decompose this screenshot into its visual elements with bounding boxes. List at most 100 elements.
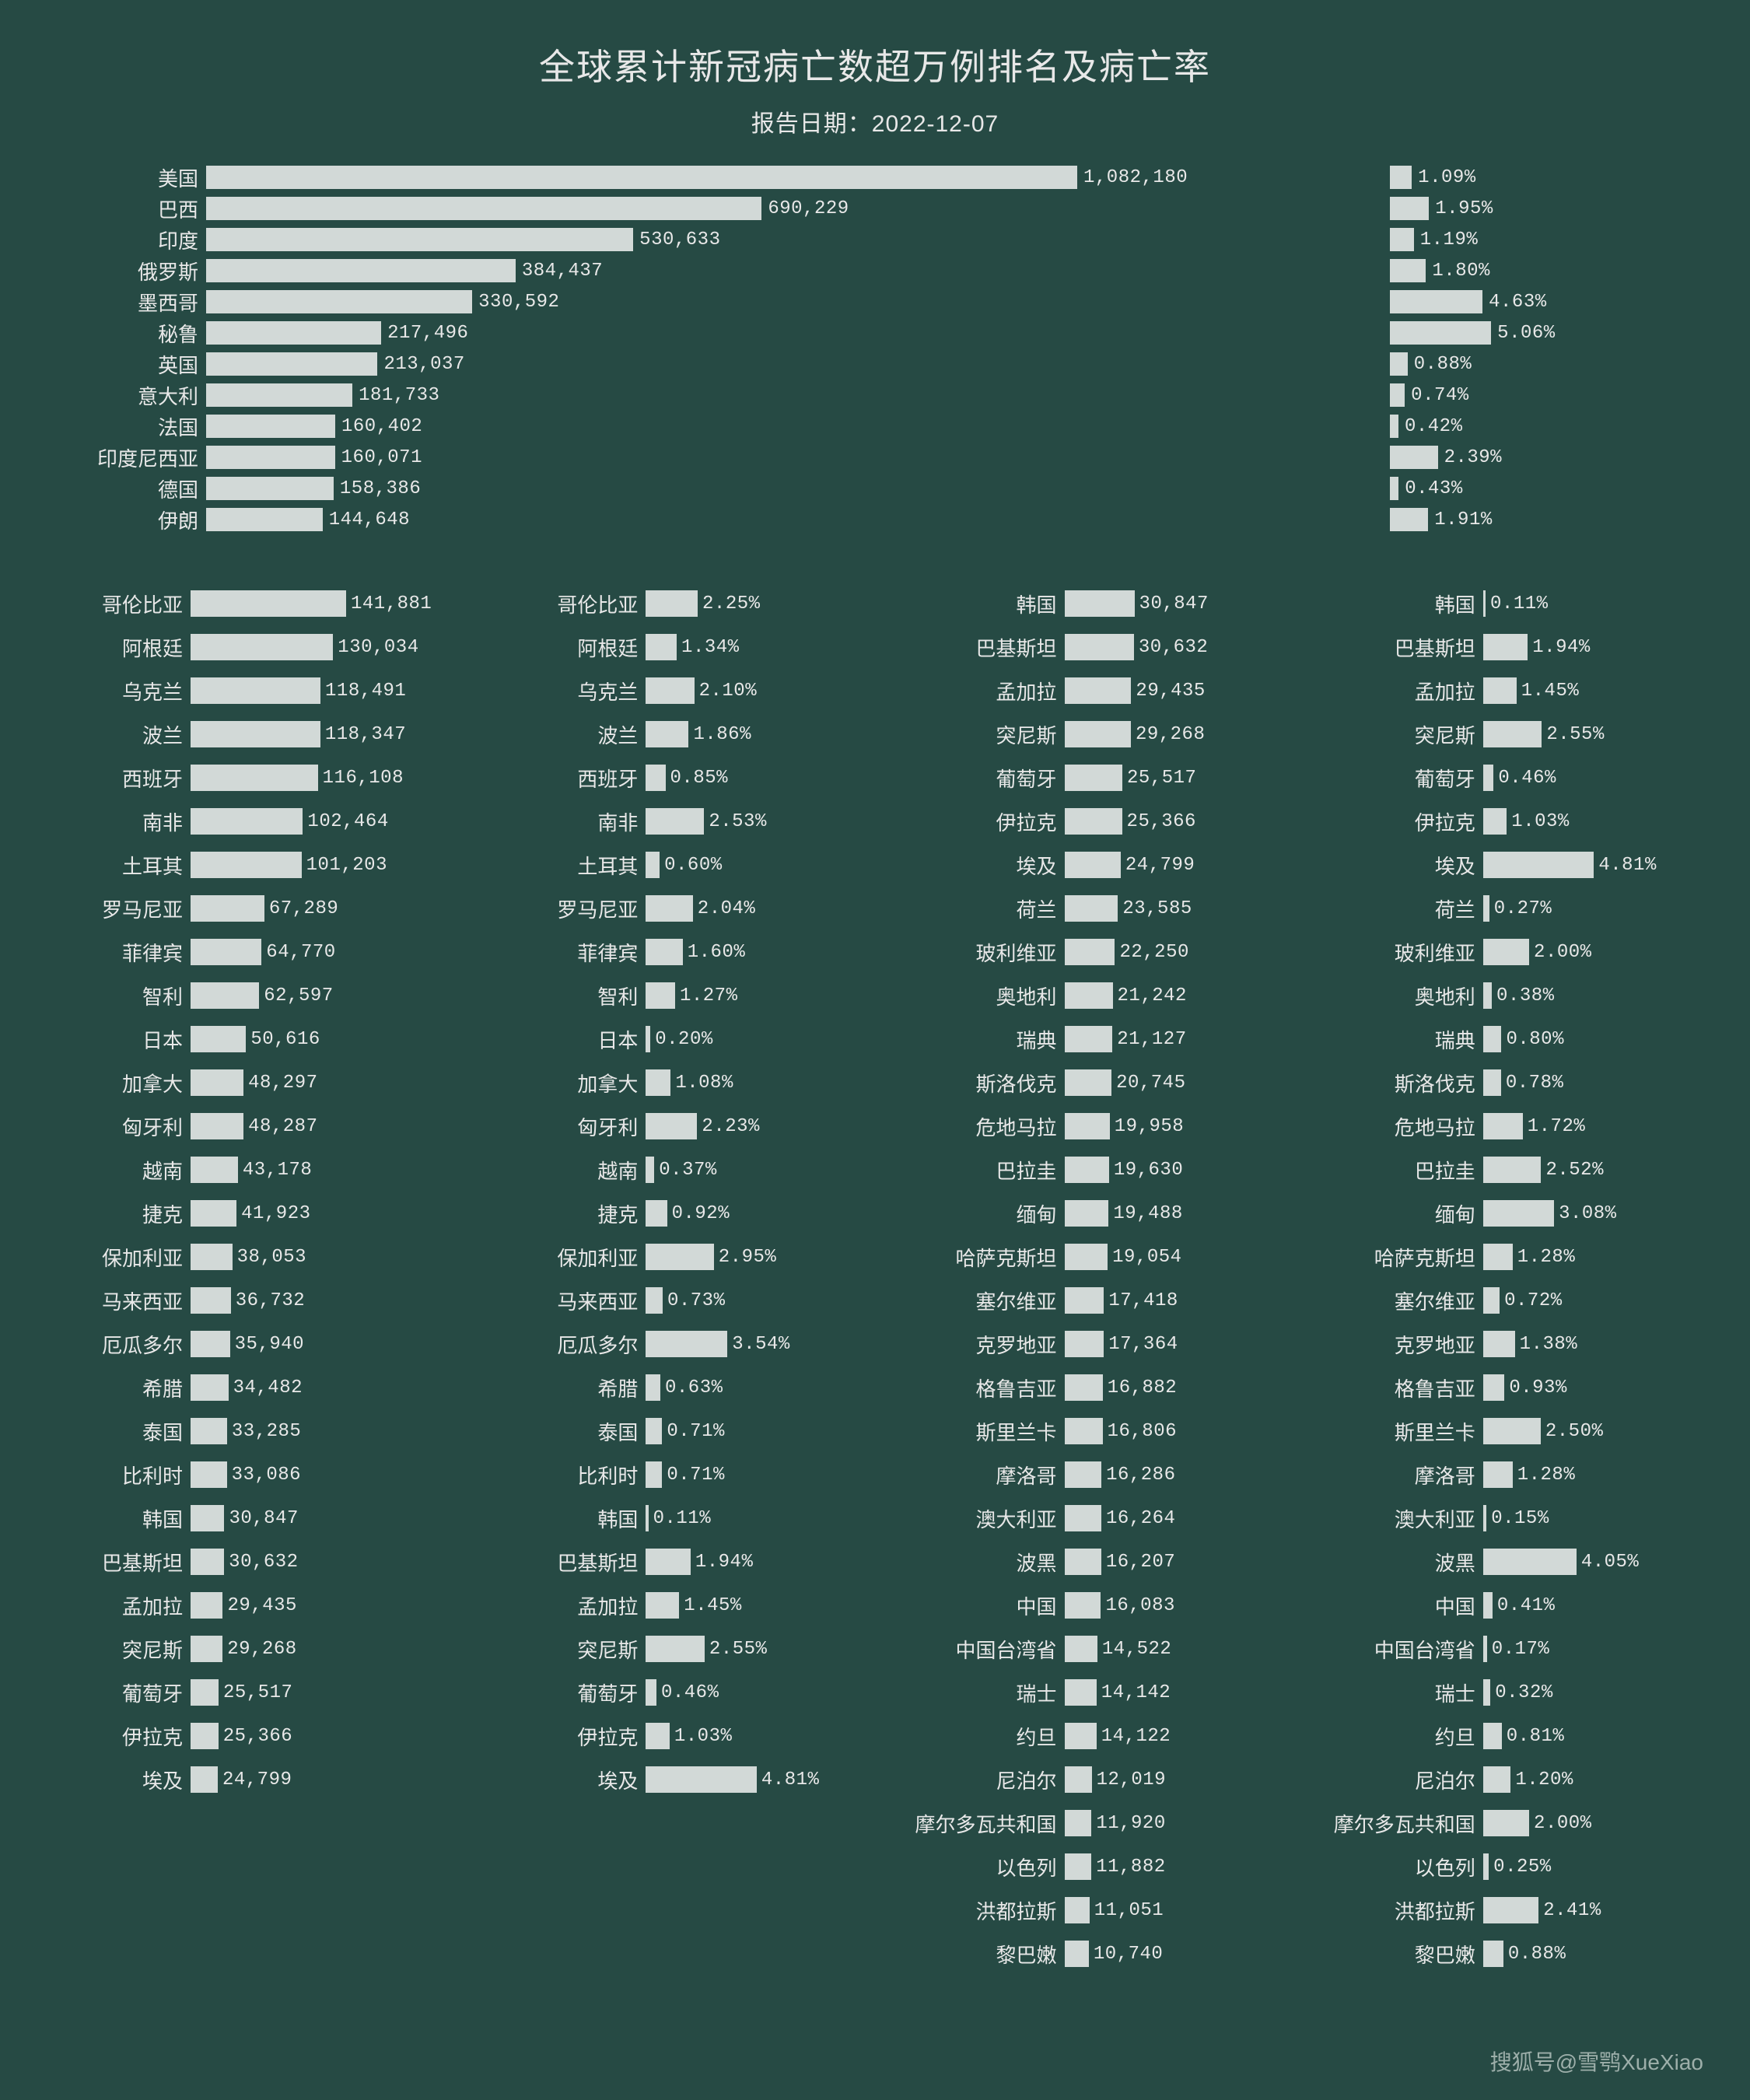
- data-value: 1.08%: [675, 1073, 733, 1094]
- data-value: 2.55%: [709, 1639, 768, 1660]
- data-value: 1.45%: [1521, 681, 1580, 702]
- data-value: 0.25%: [1493, 1857, 1552, 1878]
- country-label: 希腊: [31, 1374, 191, 1402]
- bottom-row: 葡萄牙0.46%: [486, 1671, 850, 1714]
- data-value: 11,920: [1096, 1813, 1165, 1834]
- bottom-row: 巴拉圭19,630: [905, 1148, 1269, 1192]
- bottom-row: 土耳其101,203: [31, 843, 432, 887]
- rate-bar: [1390, 508, 1428, 531]
- data-bar: [646, 1592, 679, 1619]
- rate-value: 1.19%: [1420, 229, 1479, 250]
- data-value: 1.27%: [680, 985, 738, 1006]
- data-bar: [1483, 1157, 1542, 1183]
- data-value: 23,585: [1122, 898, 1192, 919]
- deaths-value: 384,437: [522, 261, 603, 282]
- bar-track: 1.03%: [646, 1723, 850, 1749]
- bar-track: 0.92%: [646, 1200, 850, 1227]
- bottom-row: 巴拉圭2.52%: [1324, 1148, 1688, 1192]
- bar-track: 4.05%: [1483, 1549, 1688, 1575]
- data-value: 0.73%: [667, 1290, 726, 1311]
- deaths-bar: [206, 477, 334, 500]
- deaths-bar-track: 1,082,180: [206, 166, 1318, 189]
- data-bar: [1483, 1897, 1538, 1923]
- data-bar: [646, 1723, 670, 1749]
- bar-track: 1.94%: [646, 1549, 850, 1575]
- country-label: 土耳其: [31, 851, 191, 880]
- bar-track: 1.27%: [646, 982, 850, 1009]
- rate-bar: [1390, 259, 1426, 282]
- bottom-row: 匈牙利48,287: [31, 1104, 432, 1148]
- country-label: 泰国: [31, 1417, 191, 1446]
- bottom-row: 摩洛哥16,286: [905, 1453, 1269, 1496]
- bottom-row: 韩国 0.11%: [486, 1496, 850, 1540]
- bar-track: 0.27%: [1483, 895, 1688, 922]
- deaths-bar-track: 217,496: [206, 321, 1318, 345]
- country-label: 中国: [905, 1591, 1065, 1620]
- data-bar: [646, 1113, 697, 1139]
- bottom-row: 巴基斯坦1.94%: [1324, 625, 1688, 669]
- bottom-row: 罗马尼亚67,289: [31, 887, 432, 930]
- country-label: 埃及: [905, 851, 1065, 880]
- bottom-row: 荷兰0.27%: [1324, 887, 1688, 930]
- bottom-row: 澳大利亚16,264: [905, 1496, 1269, 1540]
- bar-track: 35,940: [191, 1331, 432, 1357]
- data-bar: [191, 1592, 222, 1619]
- country-label: 德国: [47, 474, 206, 503]
- bar-track: 2.95%: [646, 1244, 850, 1270]
- country-label: 摩洛哥: [905, 1461, 1065, 1489]
- bar-track: 1.45%: [646, 1592, 850, 1619]
- data-bar: [1483, 895, 1489, 922]
- data-value: 0.11%: [653, 1508, 712, 1529]
- bottom-row: 波黑4.05%: [1324, 1540, 1688, 1584]
- country-label: 匈牙利: [486, 1112, 646, 1141]
- bar-track: 38,053: [191, 1244, 432, 1270]
- data-value: 0.60%: [664, 855, 723, 876]
- bottom-row: 日本0.20%: [486, 1017, 850, 1061]
- deaths-bar: [206, 166, 1077, 189]
- country-label: 波黑: [1324, 1548, 1483, 1577]
- rate-bar-track: 1.91%: [1335, 508, 1493, 531]
- bar-track: 1.45%: [1483, 677, 1688, 704]
- data-value: 1.60%: [688, 942, 746, 963]
- bottom-row: 瑞士0.32%: [1324, 1671, 1688, 1714]
- data-value: 30,632: [229, 1552, 298, 1573]
- data-bar: [1065, 1853, 1092, 1880]
- bottom-row: 乌克兰118,491: [31, 669, 432, 712]
- bar-track: 22,250: [1065, 939, 1269, 965]
- country-label: 瑞士: [1324, 1678, 1483, 1707]
- bottom-row: 泰国0.71%: [486, 1409, 850, 1453]
- country-label: 奥地利: [1324, 982, 1483, 1010]
- bar-track: 1.08%: [646, 1069, 850, 1096]
- data-bar: [1065, 1113, 1110, 1139]
- bottom-row: 澳大利亚0.15%: [1324, 1496, 1688, 1540]
- country-label: 约旦: [1324, 1722, 1483, 1751]
- bottom-row: 菲律宾64,770: [31, 930, 432, 974]
- data-value: 35,940: [235, 1334, 304, 1355]
- bottom-row: 南非102,464: [31, 800, 432, 843]
- deaths-bar: [206, 321, 381, 345]
- data-bar: [1483, 721, 1542, 747]
- data-bar: [1483, 1069, 1501, 1096]
- watermark: 搜狐号@雪鹗XueXiao: [1490, 2046, 1703, 2077]
- bar-track: 25,366: [1065, 808, 1269, 835]
- data-bar: [646, 1200, 667, 1227]
- bottom-row: 西班牙0.85%: [486, 756, 850, 800]
- country-label: 中国台湾省: [905, 1635, 1065, 1664]
- bar-track: 0.63%: [646, 1374, 850, 1401]
- top-rate-row: 0.42%: [1335, 411, 1688, 442]
- data-bar: [1065, 1636, 1097, 1662]
- country-label: 孟加拉: [486, 1591, 646, 1620]
- rate-value: 1.80%: [1432, 261, 1490, 282]
- data-bar: [1483, 1766, 1511, 1793]
- bottom-row: 阿根廷1.34%: [486, 625, 850, 669]
- data-bar: [646, 1766, 757, 1793]
- country-label: 乌克兰: [486, 677, 646, 705]
- data-bar: [1483, 1287, 1500, 1314]
- bar-track: 2.55%: [646, 1636, 850, 1662]
- bar-track: 30,847: [191, 1505, 432, 1531]
- country-label: 澳大利亚: [1324, 1504, 1483, 1533]
- country-label: 韩国: [486, 1504, 646, 1533]
- data-value: 29,268: [227, 1639, 296, 1660]
- country-label: 秘鲁: [47, 319, 206, 348]
- bar-track: 16,083: [1065, 1592, 1269, 1619]
